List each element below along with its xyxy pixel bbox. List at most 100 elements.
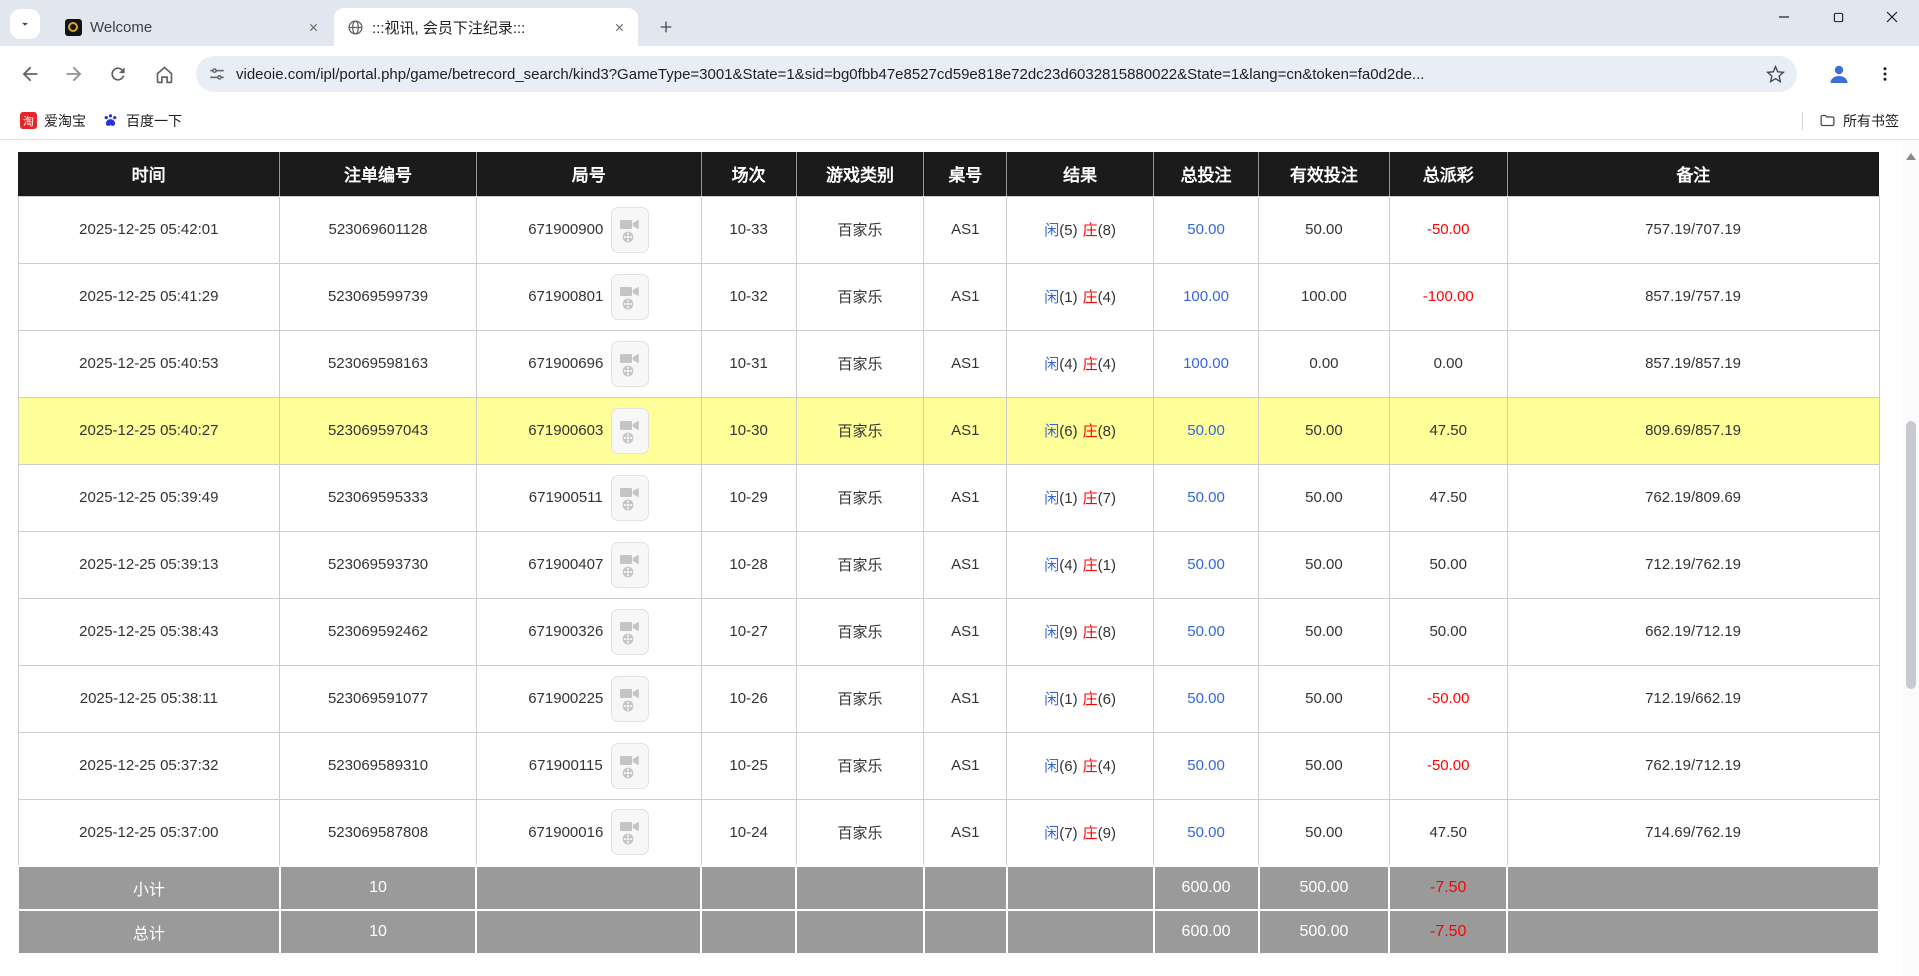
minimize-icon bbox=[1779, 16, 1789, 18]
cell-time: 2025-12-25 05:37:32 bbox=[17, 731, 281, 800]
banker-result: 庄 bbox=[1082, 289, 1098, 306]
cell-total-bet: 50.00 bbox=[1153, 195, 1259, 264]
close-window-button[interactable] bbox=[1865, 0, 1919, 34]
bookmark-label: 百度一下 bbox=[126, 112, 182, 129]
maximize-button[interactable] bbox=[1811, 0, 1865, 34]
video-replay-button[interactable] bbox=[611, 809, 650, 856]
cell-round: 671900801 bbox=[475, 262, 702, 331]
table-row[interactable]: 2025-12-25 05:37:00 523069587808 6719000… bbox=[17, 798, 1880, 867]
forward-icon bbox=[66, 66, 82, 82]
cell-game-type: 百家乐 bbox=[795, 731, 925, 800]
all-bookmarks-button[interactable]: 所有书签 bbox=[1811, 107, 1907, 135]
browser-menu-button[interactable] bbox=[1867, 56, 1903, 92]
table-header: 时间 注单编号 局号 场次 游戏类别 桌号 结果 总投注 有效投注 总派彩 备注 bbox=[18, 152, 1879, 196]
cell-session: 10-32 bbox=[700, 262, 797, 331]
player-result: 闲 bbox=[1044, 423, 1060, 440]
video-replay-icon bbox=[620, 286, 640, 309]
table-row[interactable]: 2025-12-25 05:37:32 523069589310 6719001… bbox=[17, 731, 1880, 800]
cell-bet-no: 523069598163 bbox=[279, 329, 477, 398]
profile-button[interactable] bbox=[1821, 56, 1857, 92]
cell-payout: -50.00 bbox=[1388, 664, 1508, 733]
round-number: 671900225 bbox=[528, 690, 604, 707]
cell-table: AS1 bbox=[923, 798, 1008, 867]
header-total-bet: 总投注 bbox=[1153, 152, 1259, 196]
tab-welcome[interactable]: Welcome bbox=[52, 8, 332, 46]
cell-bet-no: 523069593730 bbox=[279, 530, 477, 599]
round-number: 671900696 bbox=[528, 355, 604, 372]
video-replay-button[interactable] bbox=[610, 474, 649, 521]
cell-game-type: 百家乐 bbox=[795, 798, 925, 867]
cell-payout: -50.00 bbox=[1388, 195, 1508, 264]
video-replay-button[interactable] bbox=[611, 206, 650, 253]
back-button[interactable] bbox=[10, 54, 50, 94]
video-replay-icon bbox=[620, 219, 640, 242]
window-controls bbox=[1757, 0, 1919, 34]
table-row[interactable]: 2025-12-25 05:39:13 523069593730 6719004… bbox=[17, 530, 1880, 599]
player-result: 闲 bbox=[1044, 557, 1060, 574]
table-row[interactable]: 2025-12-25 05:40:27 523069597043 6719006… bbox=[17, 396, 1880, 465]
close-icon bbox=[309, 23, 317, 31]
home-button[interactable] bbox=[144, 54, 184, 94]
cell-bet-no: 523069592462 bbox=[279, 597, 477, 666]
cell-table: AS1 bbox=[923, 262, 1008, 331]
video-replay-button[interactable] bbox=[611, 273, 650, 320]
table-row[interactable]: 2025-12-25 05:38:11 523069591077 6719002… bbox=[17, 664, 1880, 733]
cell-time: 2025-12-25 05:39:49 bbox=[17, 463, 281, 532]
cell-game-type: 百家乐 bbox=[795, 262, 925, 331]
forward-button[interactable] bbox=[54, 54, 94, 94]
video-replay-button[interactable] bbox=[611, 541, 650, 588]
star-icon[interactable] bbox=[1766, 64, 1785, 84]
cell-result: 闲(1) 庄(7) bbox=[1006, 463, 1155, 532]
new-tab-button[interactable] bbox=[652, 13, 680, 41]
video-replay-button[interactable] bbox=[611, 675, 650, 722]
video-replay-button[interactable] bbox=[611, 407, 650, 454]
cell-time: 2025-12-25 05:38:43 bbox=[17, 597, 281, 666]
table-row[interactable]: 2025-12-25 05:40:53 523069598163 6719006… bbox=[17, 329, 1880, 398]
table-row[interactable]: 2025-12-25 05:38:43 523069592462 6719003… bbox=[17, 597, 1880, 666]
video-replay-button[interactable] bbox=[611, 340, 650, 387]
bet-record-table: 时间 注单编号 局号 场次 游戏类别 桌号 结果 总投注 有效投注 总派彩 备注… bbox=[17, 152, 1880, 955]
round-number: 671900900 bbox=[528, 221, 604, 238]
table-row[interactable]: 2025-12-25 05:41:29 523069599739 6719008… bbox=[17, 262, 1880, 331]
page-scrollbar[interactable] bbox=[1903, 141, 1919, 976]
cell-bet-no: 523069587808 bbox=[279, 798, 477, 867]
cell-result: 闲(4) 庄(1) bbox=[1006, 530, 1155, 599]
video-replay-button[interactable] bbox=[611, 608, 650, 655]
reload-button[interactable] bbox=[98, 54, 138, 94]
tab-close-button[interactable] bbox=[304, 18, 322, 36]
plus-icon bbox=[660, 21, 672, 33]
table-row[interactable]: 2025-12-25 05:42:01 523069601128 6719009… bbox=[17, 195, 1880, 264]
cell-valid-bet: 50.00 bbox=[1258, 798, 1390, 867]
video-replay-icon bbox=[620, 621, 640, 644]
folder-icon bbox=[1820, 114, 1835, 127]
tab-search-button[interactable] bbox=[10, 9, 40, 39]
cell-payout: 47.50 bbox=[1388, 798, 1508, 867]
cell-bet-no: 523069591077 bbox=[279, 664, 477, 733]
cell-session: 10-33 bbox=[700, 195, 797, 264]
video-replay-button[interactable] bbox=[610, 742, 649, 789]
tab-title: Welcome bbox=[90, 18, 153, 36]
cell-session: 10-27 bbox=[700, 597, 797, 666]
omnibox[interactable]: videoie.com/ipl/portal.php/game/betrecor… bbox=[196, 56, 1797, 92]
round-number: 671900326 bbox=[528, 623, 604, 640]
cell-total-bet: 50.00 bbox=[1153, 530, 1259, 599]
cell-total-bet: 50.00 bbox=[1153, 463, 1259, 532]
close-icon bbox=[1886, 11, 1898, 23]
scrollbar-thumb[interactable] bbox=[1906, 421, 1916, 689]
minimize-button[interactable] bbox=[1757, 0, 1811, 34]
table-row[interactable]: 2025-12-25 05:39:49 523069595333 6719005… bbox=[17, 463, 1880, 532]
bookmark-baidu[interactable]: 百度一下 bbox=[94, 107, 190, 135]
cell-total-bet: 100.00 bbox=[1153, 262, 1259, 331]
tune-icon[interactable] bbox=[208, 65, 226, 83]
cell-bet-no: 523069601128 bbox=[279, 195, 477, 264]
cell-note: 857.19/757.19 bbox=[1506, 262, 1880, 331]
tab-bet-record[interactable]: :::视讯, 会员下注纪录::: bbox=[334, 8, 638, 46]
banker-result: 庄 bbox=[1082, 691, 1098, 708]
home-icon bbox=[156, 65, 172, 83]
header-note: 备注 bbox=[1507, 152, 1879, 196]
bookmark-taobao[interactable]: 淘 爱淘宝 bbox=[12, 107, 94, 135]
tab-close-button[interactable] bbox=[610, 18, 628, 36]
scroll-up-arrow-icon[interactable] bbox=[1906, 153, 1916, 160]
cell-result: 闲(1) 庄(6) bbox=[1006, 664, 1155, 733]
cell-table: AS1 bbox=[923, 664, 1008, 733]
